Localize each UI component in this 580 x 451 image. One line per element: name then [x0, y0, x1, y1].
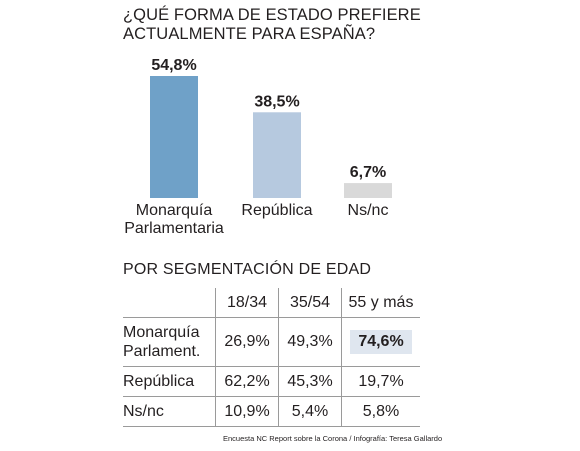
- bar-value-label-1: 38,5%: [254, 93, 299, 110]
- table-header-row: 18/34 35/54 55 y más: [123, 288, 420, 318]
- cell-republica-35-54: 45,3%: [278, 366, 342, 397]
- row-label-nsnc: Ns/nc: [123, 396, 216, 427]
- cell-monarquia-18-34: 26,9%: [215, 317, 279, 367]
- source-credit: Encuesta NC Report sobre la Corona / Inf…: [223, 434, 443, 443]
- category-label-1-0: República: [241, 202, 312, 219]
- table-header-55-mas: 55 y más: [341, 288, 420, 318]
- table-row-republica: República 62,2% 45,3% 19,7%: [123, 366, 420, 397]
- category-label-2-0: Ns/nc: [348, 202, 389, 219]
- chart-title: ¿QUÉ FORMA DE ESTADO PREFIERE ACTUALMENT…: [123, 6, 423, 44]
- table-header-35-54: 35/54: [278, 288, 342, 318]
- cell-monarquia-35-54: 49,3%: [278, 317, 342, 367]
- highlighted-value: 74,6%: [350, 330, 412, 354]
- category-label-0-0: Monarquía: [136, 202, 213, 219]
- cell-republica-55-mas: 19,7%: [341, 366, 420, 397]
- bar-0: [150, 76, 198, 198]
- bar-value-label-0: 54,8%: [151, 57, 196, 74]
- row-label-republica: República: [123, 366, 216, 397]
- category-label-0-1: Parlamentaria: [124, 220, 224, 237]
- table-header-18-34: 18/34: [215, 288, 279, 318]
- chart-title-line-1: ¿QUÉ FORMA DE ESTADO PREFIERE: [123, 6, 421, 24]
- bar-1: [253, 112, 301, 198]
- cell-nsnc-55-mas: 5,8%: [341, 396, 420, 427]
- cell-nsnc-18-34: 10,9%: [215, 396, 279, 427]
- bar-2: [344, 183, 392, 198]
- bar-value-label-2: 6,7%: [350, 164, 386, 181]
- chart-title-line-2: ACTUALMENTE PARA ESPAÑA?: [123, 25, 376, 43]
- row-label-line-1: Monarquía: [123, 324, 200, 341]
- age-segmentation-table: 18/34 35/54 55 y más Monarquía Parlament…: [123, 288, 420, 427]
- segmentation-title: POR SEGMENTACIÓN DE EDAD: [123, 261, 372, 278]
- row-label-monarquia: Monarquía Parlament.: [123, 317, 216, 367]
- table-row-nsnc: Ns/nc 10,9% 5,4% 5,8%: [123, 396, 420, 427]
- row-label-line-2: Parlament.: [123, 343, 201, 360]
- table-row-monarquia: Monarquía Parlament. 26,9% 49,3% 74,6%: [123, 317, 420, 367]
- cell-monarquia-55-mas: 74,6%: [341, 317, 420, 367]
- cell-republica-18-34: 62,2%: [215, 366, 279, 397]
- cell-nsnc-35-54: 5,4%: [278, 396, 342, 427]
- table-header-empty: [123, 288, 216, 318]
